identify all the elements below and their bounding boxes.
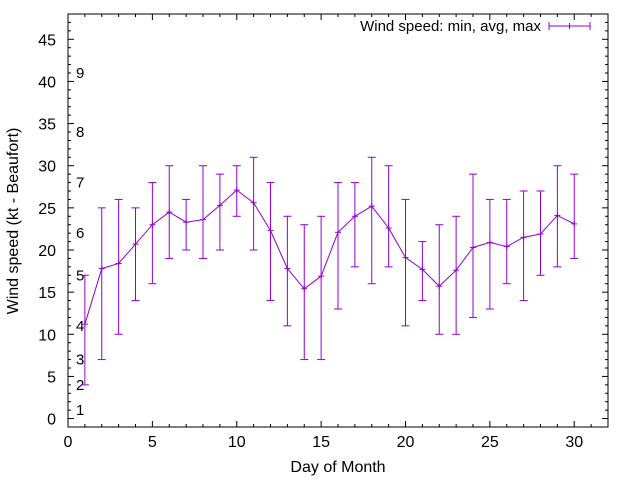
- x-tick-label: 0: [64, 434, 73, 451]
- y-tick-label: 35: [38, 117, 56, 134]
- series-layer: [80, 156, 579, 386]
- beaufort-label: 2: [76, 377, 84, 394]
- legend: Wind speed: min, avg, max: [360, 18, 591, 35]
- y-tick-label: 0: [47, 412, 56, 429]
- legend-label: Wind speed: min, avg, max: [360, 18, 541, 35]
- y-tick-label: 40: [38, 74, 56, 91]
- y-tick-label: 20: [38, 243, 56, 260]
- y-axis-title: Wind speed (kt - Beaufort): [5, 128, 22, 315]
- x-tick-label: 5: [148, 434, 157, 451]
- beaufort-label: 9: [76, 65, 84, 82]
- y-tick-label: 10: [38, 327, 56, 344]
- y-tick-label: 30: [38, 159, 56, 176]
- y-tick-label: 15: [38, 285, 56, 302]
- beaufort-label: 4: [76, 318, 84, 335]
- beaufort-scale: 1 2 3 4 5 6 7 8 9: [76, 65, 84, 419]
- x-tick-label: 30: [565, 434, 583, 451]
- x-axis: 0 5 10 15 20 25 30: [64, 14, 592, 451]
- beaufort-label: 8: [76, 124, 84, 141]
- x-tick-label: 25: [481, 434, 499, 451]
- y-tick-label: 25: [38, 201, 56, 218]
- beaufort-label: 5: [76, 267, 84, 284]
- x-tick-label: 20: [397, 434, 415, 451]
- y-tick-label: 45: [38, 32, 56, 49]
- beaufort-label: 1: [76, 402, 84, 419]
- beaufort-label: 6: [76, 225, 84, 242]
- y-tick-label: 5: [47, 369, 56, 386]
- x-tick-label: 15: [312, 434, 330, 451]
- beaufort-label: 7: [76, 175, 84, 192]
- x-tick-label: 10: [228, 434, 246, 451]
- legend-sample: [548, 22, 591, 30]
- avg-line: [84, 189, 575, 325]
- beaufort-label: 3: [76, 352, 84, 369]
- x-axis-title: Day of Month: [290, 459, 385, 476]
